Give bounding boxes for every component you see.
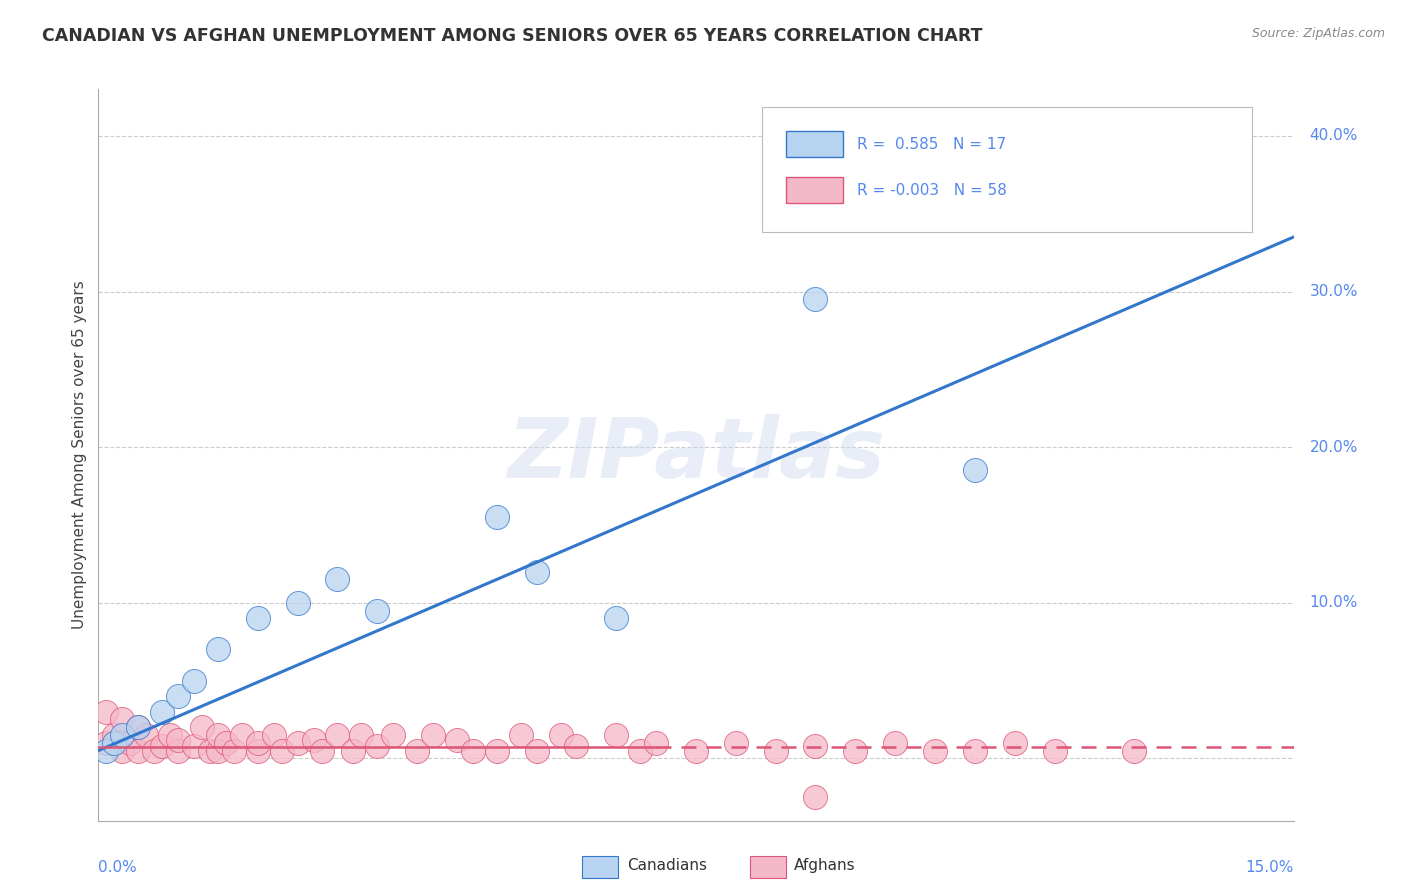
Point [485, 510, 508, 524]
Point [605, 611, 627, 625]
Point [143, 743, 166, 757]
FancyBboxPatch shape [786, 177, 844, 203]
Point [111, 743, 134, 757]
Point [446, 732, 468, 747]
Point [103, 728, 125, 742]
Point [231, 728, 253, 742]
Point [207, 728, 229, 742]
Point [103, 736, 125, 750]
Point [509, 728, 531, 742]
Text: 0.0%: 0.0% [98, 860, 138, 874]
Point [685, 743, 707, 757]
Point [127, 720, 149, 734]
Text: Canadians: Canadians [627, 858, 707, 873]
Point [963, 463, 986, 477]
Text: R = -0.003   N = 58: R = -0.003 N = 58 [858, 183, 1007, 198]
Point [167, 743, 190, 757]
Text: 30.0%: 30.0% [1309, 284, 1358, 299]
Point [270, 743, 292, 757]
Point [127, 720, 149, 734]
Point [804, 739, 827, 753]
Point [183, 739, 205, 753]
Point [246, 611, 269, 625]
Point [159, 728, 181, 742]
Point [963, 743, 986, 757]
Text: 20.0%: 20.0% [1309, 440, 1358, 455]
Point [167, 689, 190, 703]
Point [120, 736, 142, 750]
Point [287, 736, 309, 750]
Text: Source: ZipAtlas.com: Source: ZipAtlas.com [1251, 27, 1385, 40]
Y-axis label: Unemployment Among Seniors over 65 years: Unemployment Among Seniors over 65 years [72, 281, 87, 629]
Point [645, 736, 668, 750]
Point [96, 705, 118, 719]
Point [1043, 743, 1066, 757]
Point [326, 573, 349, 587]
Point [207, 642, 229, 657]
Point [198, 743, 221, 757]
Point [526, 743, 548, 757]
Point [844, 743, 866, 757]
Point [1123, 743, 1146, 757]
Point [366, 739, 388, 753]
Point [326, 728, 349, 742]
Point [350, 728, 373, 742]
Point [406, 743, 429, 757]
FancyBboxPatch shape [762, 108, 1251, 232]
Point [246, 736, 269, 750]
Text: 40.0%: 40.0% [1309, 128, 1358, 144]
Point [382, 728, 405, 742]
Text: Afghans: Afghans [794, 858, 856, 873]
Point [605, 728, 627, 742]
FancyBboxPatch shape [582, 855, 619, 878]
Point [422, 728, 444, 742]
Point [150, 705, 173, 719]
Point [366, 603, 388, 617]
Text: 15.0%: 15.0% [1246, 860, 1294, 874]
Point [127, 743, 149, 757]
Point [111, 728, 134, 742]
Point [96, 736, 118, 750]
Point [222, 743, 245, 757]
Point [150, 739, 173, 753]
Point [628, 743, 651, 757]
Point [1004, 736, 1026, 750]
Text: ZIPatlas: ZIPatlas [508, 415, 884, 495]
Point [884, 736, 907, 750]
Point [287, 596, 309, 610]
Point [246, 743, 269, 757]
Point [804, 293, 827, 307]
Point [724, 736, 747, 750]
Point [461, 743, 484, 757]
Point [311, 743, 333, 757]
Point [167, 732, 190, 747]
Text: 10.0%: 10.0% [1309, 595, 1358, 610]
Point [111, 713, 134, 727]
Point [765, 743, 787, 757]
Text: R =  0.585   N = 17: R = 0.585 N = 17 [858, 136, 1007, 152]
Point [485, 743, 508, 757]
Point [550, 728, 572, 742]
Point [263, 728, 285, 742]
FancyBboxPatch shape [786, 131, 844, 157]
Point [96, 743, 118, 757]
Point [342, 743, 364, 757]
Point [191, 720, 214, 734]
Point [924, 743, 946, 757]
Point [526, 565, 548, 579]
Point [135, 728, 157, 742]
Point [565, 739, 588, 753]
Point [804, 790, 827, 805]
Text: CANADIAN VS AFGHAN UNEMPLOYMENT AMONG SENIORS OVER 65 YEARS CORRELATION CHART: CANADIAN VS AFGHAN UNEMPLOYMENT AMONG SE… [42, 27, 983, 45]
Point [302, 732, 325, 747]
Point [183, 673, 205, 688]
Point [207, 743, 229, 757]
Point [215, 736, 238, 750]
FancyBboxPatch shape [749, 855, 786, 878]
